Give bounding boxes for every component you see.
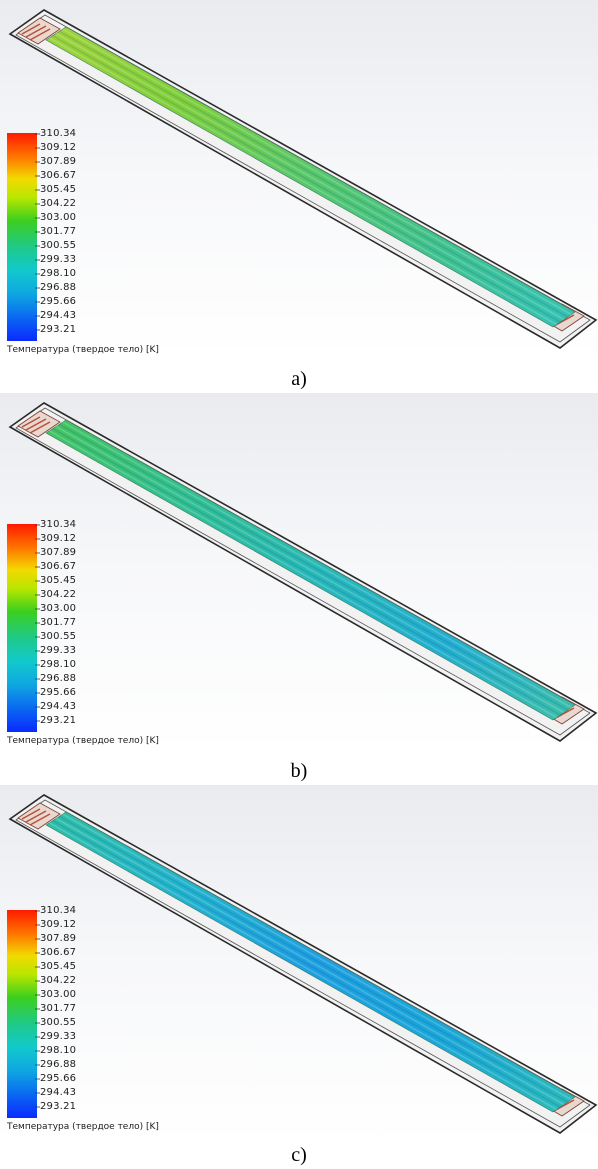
strip-band — [62, 813, 572, 1101]
legend-tick-label: 305.45 — [40, 184, 77, 195]
legend-tick-label: 309.12 — [40, 533, 77, 544]
legend-tick-label: 309.12 — [40, 919, 77, 930]
legend-tick-label: 296.88 — [40, 673, 77, 684]
electrode-stripe — [21, 416, 41, 428]
temperature-legend: 310.34 309.12 307.89 306.67 305.45 304.2… — [7, 519, 227, 751]
electrode-stripe — [21, 23, 41, 35]
electrode-stripe — [29, 813, 51, 826]
legend-tick-label: 303.00 — [40, 603, 77, 614]
legend-tick-label: 294.43 — [40, 1087, 77, 1098]
strip-band — [62, 28, 572, 316]
panel-b: 310.34 309.12 307.89 306.67 305.45 304.2… — [0, 393, 598, 751]
legend-tick-label: 294.43 — [40, 701, 77, 712]
temperature-plate-render — [8, 794, 598, 1134]
legend-tick-label: 310.34 — [40, 905, 77, 916]
electrode-pad — [17, 410, 61, 438]
electrode-stripe — [29, 28, 51, 41]
electrode-pad — [17, 17, 61, 45]
electrode-pad — [17, 802, 61, 830]
legend-tick-label: 295.66 — [40, 687, 77, 698]
panel-c: 310.34 309.12 307.89 306.67 305.45 304.2… — [0, 785, 598, 1143]
legend-tick-marks — [35, 524, 40, 722]
legend-tick-label: 307.89 — [40, 933, 77, 944]
legend-tick-label: 293.21 — [40, 324, 77, 335]
legend-tick-label: 298.10 — [40, 1045, 77, 1056]
strip-band — [55, 817, 565, 1106]
legend-tick-label: 304.22 — [40, 975, 77, 986]
legend-tick-label: 307.89 — [40, 547, 77, 558]
legend-tick-label: 301.77 — [40, 226, 77, 237]
legend-tick-label: 310.34 — [40, 128, 77, 139]
panel-a: 310.34 309.12 307.89 306.67 305.45 304.2… — [0, 0, 598, 358]
strip-band — [58, 815, 569, 1103]
legend-tick-marks — [35, 910, 40, 1108]
legend-tick-label: 294.43 — [40, 310, 77, 321]
temperature-legend: 310.34 309.12 307.89 306.67 305.45 304.2… — [7, 905, 227, 1143]
legend-tick-label: 303.00 — [40, 989, 77, 1000]
temperature-strip — [45, 26, 576, 328]
legend-tick-label: 295.66 — [40, 296, 77, 307]
color-scale-bar — [7, 524, 37, 732]
electrode-stripe — [29, 421, 51, 434]
figure-caption-c: c) — [291, 1144, 307, 1166]
legend-title: Температура (твердое тело) [K] — [7, 345, 159, 355]
legend-tick-label: 299.33 — [40, 1031, 77, 1042]
electrode-stripe — [25, 418, 47, 431]
legend-tick-label: 304.22 — [40, 198, 77, 209]
legend-tick-label: 299.33 — [40, 254, 77, 265]
temperature-legend: 310.34 309.12 307.89 306.67 305.45 304.2… — [7, 128, 227, 358]
legend-tick-label: 293.21 — [40, 1101, 77, 1112]
strip-band — [55, 425, 565, 714]
legend-tick-label: 310.34 — [40, 519, 77, 530]
legend-tick-label: 295.66 — [40, 1073, 77, 1084]
strip-band — [58, 30, 569, 318]
temperature-plate-render — [8, 402, 598, 742]
legend-tick-label: 305.45 — [40, 575, 77, 586]
figure-caption-a: a) — [291, 368, 307, 390]
color-scale-bar — [7, 133, 37, 341]
legend-tick-label: 298.10 — [40, 268, 77, 279]
legend-tick-label: 307.89 — [40, 156, 77, 167]
strip-band — [52, 34, 561, 323]
legend-tick-label: 299.33 — [40, 645, 77, 656]
legend-tick-label: 305.45 — [40, 961, 77, 972]
strip-band — [52, 427, 561, 716]
legend-tick-label: 309.12 — [40, 142, 77, 153]
strip-band — [48, 430, 558, 719]
legend-tick-label: 304.22 — [40, 589, 77, 600]
legend-tick-label: 300.55 — [40, 631, 77, 642]
color-scale-bar — [7, 910, 37, 1118]
legend-tick-label: 300.55 — [40, 240, 77, 251]
legend-tick-label: 301.77 — [40, 617, 77, 628]
legend-tick-label: 296.88 — [40, 1059, 77, 1070]
legend-title: Температура (твердое тело) [K] — [7, 736, 159, 746]
strip-band — [48, 822, 558, 1111]
legend-title: Температура (твердое тело) [K] — [7, 1122, 159, 1132]
legend-tick-label: 303.00 — [40, 212, 77, 223]
legend-tick-label: 306.67 — [40, 170, 77, 181]
electrode-stripe — [25, 810, 47, 823]
strip-band — [52, 819, 561, 1108]
legend-tick-label: 301.77 — [40, 1003, 77, 1014]
legend-tick-label: 293.21 — [40, 715, 77, 726]
figure-caption-b: b) — [290, 760, 308, 782]
strip-band — [48, 37, 558, 326]
legend-tick-label: 298.10 — [40, 659, 77, 670]
legend-tick-label: 300.55 — [40, 1017, 77, 1028]
strip-band — [55, 32, 565, 321]
temperature-strip — [45, 811, 576, 1113]
electrode-stripe — [25, 25, 47, 38]
legend-tick-label: 296.88 — [40, 282, 77, 293]
legend-tick-marks — [35, 133, 40, 331]
legend-tick-label: 306.67 — [40, 947, 77, 958]
temperature-strip — [45, 419, 576, 721]
legend-tick-label: 306.67 — [40, 561, 77, 572]
strip-band — [58, 423, 569, 711]
strip-band — [62, 421, 572, 709]
electrode-stripe — [21, 808, 41, 820]
temperature-plate-render — [8, 9, 598, 349]
